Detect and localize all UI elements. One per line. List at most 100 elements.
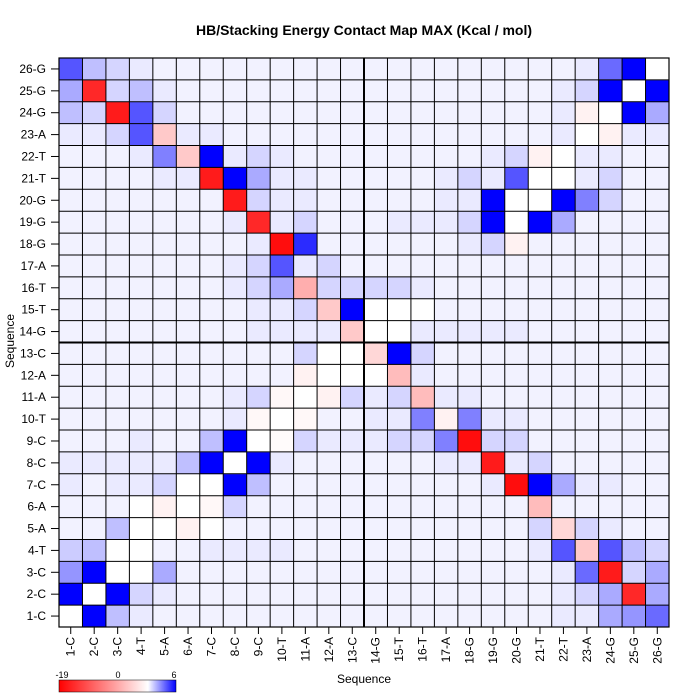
heatmap-cell: [481, 583, 506, 606]
heatmap-cell: [223, 451, 247, 475]
heatmap-cell: [223, 58, 247, 81]
heatmap-cell: [598, 254, 623, 278]
heatmap-cell: [129, 320, 154, 343]
heatmap-cell: [457, 254, 482, 278]
heatmap-cell: [270, 254, 294, 278]
heatmap-cell: [481, 145, 506, 168]
heatmap-cell: [223, 79, 247, 103]
heatmap-cell: [176, 320, 201, 343]
heatmap-cell: [410, 276, 435, 300]
heatmap-cell: [457, 561, 482, 584]
heatmap-cell: [223, 211, 247, 234]
heatmap-cell: [105, 451, 130, 475]
heatmap-cell: [105, 58, 130, 81]
heatmap-cell: [105, 342, 130, 365]
heatmap-cell: [152, 320, 177, 343]
heatmap-cell: [504, 145, 529, 168]
heatmap-cell: [293, 101, 318, 124]
heatmap-cell: [551, 101, 576, 124]
heatmap-cell: [622, 605, 646, 628]
heatmap-cell: [82, 495, 107, 518]
heatmap-cell: [82, 123, 107, 146]
heatmap-cell: [199, 145, 224, 168]
heatmap-cell: [410, 298, 435, 321]
heatmap-cell: [598, 451, 623, 475]
heatmap-cell: [152, 101, 177, 124]
heatmap-cell: [481, 386, 506, 409]
heatmap-cell: [622, 495, 646, 518]
heatmap-cell: [223, 167, 247, 190]
heatmap-cell: [270, 233, 294, 256]
heatmap-cell: [410, 58, 435, 81]
heatmap-cell: [223, 583, 247, 606]
x-tick-label: 20-G: [510, 637, 524, 664]
heatmap-cell: [434, 79, 459, 103]
heatmap-cell: [387, 539, 412, 562]
heatmap-cell: [176, 561, 201, 584]
heatmap-cell: [199, 233, 224, 256]
heatmap-cell: [105, 561, 130, 584]
heatmap-cell: [223, 189, 247, 212]
heatmap-cell: [152, 211, 177, 234]
x-tick-label: 1-C: [64, 637, 78, 657]
heatmap-cell: [129, 539, 154, 562]
heatmap-cell: [504, 276, 529, 300]
heatmap-cell: [82, 101, 107, 124]
heatmap-cell: [481, 233, 506, 256]
heatmap-cell: [270, 605, 294, 628]
heatmap-cell: [575, 167, 599, 190]
heatmap-cell: [246, 101, 271, 124]
heatmap-cell: [551, 58, 576, 81]
heatmap-cell: [434, 561, 459, 584]
x-tick-label: 15-T: [392, 636, 406, 661]
heatmap-cell: [129, 364, 154, 387]
heatmap-cell: [270, 451, 294, 475]
heatmap-cell: [575, 276, 599, 300]
y-tick-label: 9-C: [27, 434, 47, 448]
heatmap-cell: [481, 101, 506, 124]
y-tick-label: 11-A: [22, 390, 46, 404]
heatmap-cell: [504, 517, 529, 540]
heatmap-cell: [223, 386, 247, 409]
heatmap-cell: [129, 386, 154, 409]
y-tick-label: 25-G: [19, 84, 46, 98]
heatmap-cell: [364, 430, 388, 453]
heatmap-cell: [340, 189, 365, 212]
heatmap-cell: [152, 189, 177, 212]
heatmap-cell: [575, 123, 599, 146]
heatmap-cell: [176, 605, 201, 628]
heatmap-cell: [105, 473, 130, 496]
x-tick-label: 24-G: [603, 637, 617, 664]
heatmap-cell: [457, 58, 482, 81]
heatmap-cell: [59, 342, 83, 365]
y-tick-label: 24-G: [19, 106, 46, 120]
heatmap-cell: [622, 211, 646, 234]
heatmap-cell: [152, 79, 177, 103]
heatmap-cell: [246, 211, 271, 234]
heatmap-cell: [59, 561, 83, 584]
heatmap-cell: [622, 539, 646, 562]
heatmap-cell: [387, 430, 412, 453]
heatmap-cell: [410, 233, 435, 256]
heatmap-cell: [481, 517, 506, 540]
heatmap-cell: [645, 79, 670, 103]
heatmap-cell: [152, 364, 177, 387]
heatmap-cell: [223, 408, 247, 431]
heatmap-cell: [340, 364, 365, 387]
heatmap-cell: [598, 583, 623, 606]
heatmap-cell: [270, 539, 294, 562]
heatmap-cell: [82, 167, 107, 190]
heatmap-cell: [551, 517, 576, 540]
heatmap-cell: [575, 539, 599, 562]
heatmap-cell: [481, 58, 506, 81]
y-tick-label: 23-A: [21, 128, 46, 142]
heatmap-cell: [434, 58, 459, 81]
heatmap-cell: [551, 79, 576, 103]
heatmap-cell: [434, 101, 459, 124]
heatmap-cell: [317, 123, 341, 146]
heatmap-cell: [410, 583, 435, 606]
heatmap-cell: [129, 473, 154, 496]
heatmap-cell: [645, 539, 670, 562]
y-tick-label: 22-T: [21, 149, 46, 163]
heatmap-cell: [622, 451, 646, 475]
